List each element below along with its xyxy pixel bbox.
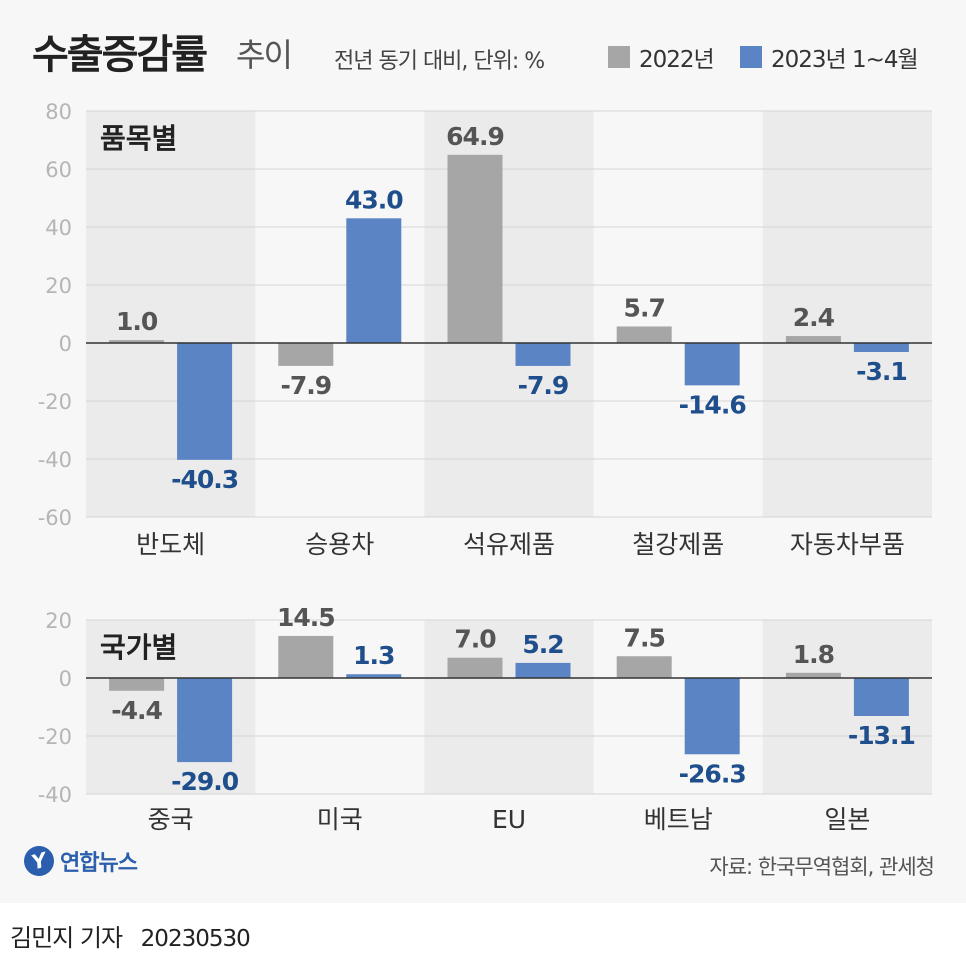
bar-2022 <box>616 656 672 678</box>
data-label-2023: -13.1 <box>848 721 915 750</box>
y-tick-label: 20 <box>45 609 72 633</box>
category-label: 미국 <box>317 805 363 834</box>
category-label: 일본 <box>824 805 870 834</box>
data-label-2023: 5.2 <box>522 630 563 659</box>
data-label-2022: 1.0 <box>116 307 158 336</box>
bar-2023 <box>684 678 740 755</box>
bar-2023 <box>515 343 571 366</box>
legend-swatch-2023 <box>740 46 762 68</box>
category-label: 베트남 <box>644 805 713 834</box>
category-band <box>424 620 594 794</box>
data-label-2022: 7.0 <box>454 625 496 654</box>
chart-panel-2: 20 0 -20 -40 국가별 -4.4 14.5 7.0 7.5 1.8 -29.0 1.3 5.2… <box>38 603 932 834</box>
page-title: 수출증감률 <box>32 32 208 78</box>
page-subtitle: 추이 <box>236 36 293 74</box>
legend-label-2022: 2022년 <box>639 47 715 73</box>
data-label-2023: -29.0 <box>171 767 239 796</box>
chart-panel-1: 80 60 40 20 0 -20 -40 -60 품목별 1.0 -7.9 64.9 5.7 2.4 -4… <box>38 100 932 559</box>
data-label-2022: 2.4 <box>793 303 835 332</box>
reporter-name: 김민지 기자 <box>10 924 123 952</box>
category-label: 석유제품 <box>463 530 555 559</box>
bar-2023 <box>177 678 233 763</box>
category-label: 반도체 <box>136 530 205 559</box>
bar-2022 <box>278 343 334 366</box>
legend-swatch-2022 <box>608 46 630 68</box>
bar-charts: 80 60 40 20 0 -20 -40 -60 품목별 1.0 -7.9 64.9 5.7 2.4 -4… <box>38 100 932 834</box>
bar-2022 <box>447 154 503 343</box>
logo-icon: Y <box>20 842 58 880</box>
bar-2023 <box>346 218 402 343</box>
bar-2023 <box>853 343 909 352</box>
bar-2022 <box>278 635 334 678</box>
data-label-2022: 1.8 <box>793 640 834 669</box>
y-tick-label: 0 <box>59 332 72 356</box>
category-label: EU <box>492 805 526 834</box>
data-label-2023: 43.0 <box>345 185 403 214</box>
data-label-2023: -26.3 <box>679 759 746 788</box>
bar-2022 <box>447 657 503 678</box>
legend-label-2023: 2023년 1~4월 <box>771 47 919 73</box>
publisher-logo: Y 연합뉴스 <box>20 842 138 880</box>
data-label-2023: 1.3 <box>353 641 394 670</box>
y-tick-label: 80 <box>45 100 72 124</box>
bar-2023 <box>684 343 740 386</box>
legend-item-2022: 2022년 <box>608 40 715 74</box>
y-tick-label: -20 <box>38 390 72 414</box>
data-label-2023: -7.9 <box>518 371 569 400</box>
unit-note: 전년 동기 대비, 단위: % <box>334 49 545 74</box>
panel-title: 품목별 <box>100 122 177 155</box>
y-tick-label: 60 <box>45 158 72 182</box>
byline: 김민지 기자 20230530 <box>10 918 251 953</box>
bar-2022 <box>109 340 165 343</box>
bar-2023 <box>346 674 402 678</box>
y-tick-label: -20 <box>38 725 72 749</box>
panel-title: 국가별 <box>100 631 177 664</box>
y-tick-label: -40 <box>38 448 72 472</box>
bar-2023 <box>177 343 233 460</box>
bar-2023 <box>515 662 571 678</box>
bar-2022 <box>616 326 672 343</box>
y-tick-label: 0 <box>59 667 72 691</box>
category-label: 중국 <box>148 805 194 834</box>
logo-text: 연합뉴스 <box>60 851 138 876</box>
category-label: 자동차부품 <box>790 530 905 559</box>
y-tick-label: -60 <box>38 506 72 530</box>
data-label-2022: 7.5 <box>624 623 665 652</box>
category-label: 철강제품 <box>632 530 724 559</box>
bar-2022 <box>785 336 841 343</box>
data-label-2022: -4.4 <box>111 696 162 725</box>
data-label-2023: -40.3 <box>171 465 238 494</box>
source-note: 자료: 한국무역협회, 관세청 <box>709 855 935 879</box>
category-label: 승용차 <box>305 530 374 559</box>
category-band <box>762 111 932 517</box>
bar-2022 <box>109 678 165 691</box>
data-label-2023: -14.6 <box>679 390 747 419</box>
bar-2022 <box>785 672 841 678</box>
data-label-2022: 64.9 <box>446 122 504 151</box>
data-label-2023: -3.1 <box>856 357 907 386</box>
publish-date: 20230530 <box>140 926 251 952</box>
data-label-2022: 5.7 <box>624 293 665 322</box>
y-tick-label: 40 <box>45 216 72 240</box>
bar-2023 <box>853 678 909 716</box>
y-tick-label: 20 <box>45 274 72 298</box>
legend-item-2023: 2023년 1~4월 <box>740 40 919 74</box>
y-tick-label: -40 <box>38 783 72 807</box>
data-label-2022: 14.5 <box>277 603 335 632</box>
data-label-2022: -7.9 <box>280 371 331 400</box>
